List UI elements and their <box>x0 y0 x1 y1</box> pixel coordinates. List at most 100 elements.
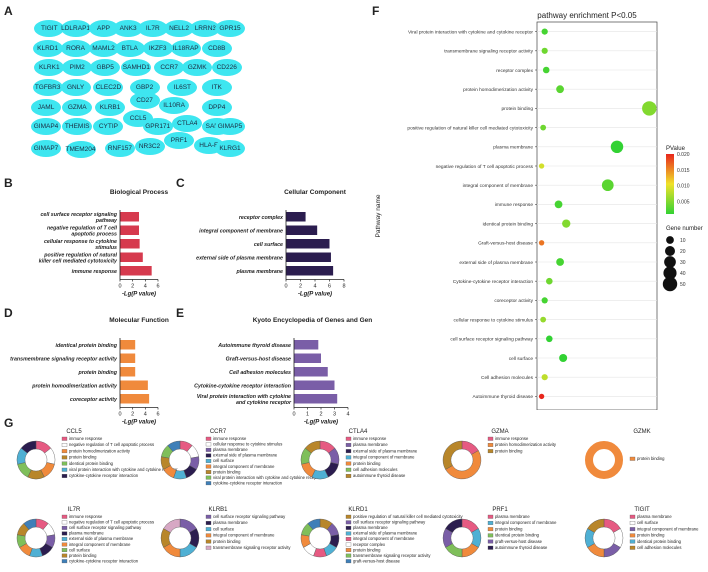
gene-node: THEMIS <box>62 118 93 136</box>
donut-legend-swatch <box>345 461 352 466</box>
donut-gene-name: IL7R <box>68 507 81 513</box>
bar <box>286 212 306 222</box>
category-label: and cytokine receptor <box>236 400 292 406</box>
category-label: external side of plasma membrane <box>196 255 283 261</box>
y-axis-label: Pathway name <box>375 194 382 237</box>
gene-node: CYTIP <box>93 118 124 136</box>
gene-node: GIMAP7 <box>31 139 61 157</box>
data-point <box>538 393 545 400</box>
donut-legend-swatch <box>61 467 68 472</box>
donut-legend-label: cytokine-cytokine receptor interaction <box>69 558 139 563</box>
data-point <box>601 179 614 192</box>
donut-legend-swatch <box>487 545 494 550</box>
x-tick-label: 0 <box>118 284 121 290</box>
panel-label-g: G <box>4 416 14 430</box>
category-label: cell surface receptor signaling <box>40 212 117 218</box>
donut-legend-swatch <box>61 449 68 454</box>
donut-legend-swatch <box>345 436 352 441</box>
donut-gene-name: GZMK <box>633 429 650 435</box>
gene-node: CD8B <box>201 39 232 57</box>
category-label: cell surface <box>254 242 283 248</box>
gene-node: LDLRAP1 <box>60 19 91 37</box>
donut-legend-swatch <box>205 436 212 441</box>
donut-legend-label: plasma membrane <box>213 447 248 452</box>
gene-node: RORA <box>60 39 91 57</box>
x-tick-label: 6 <box>328 284 331 290</box>
data-point <box>556 258 564 266</box>
panel-label-f: F <box>372 4 380 18</box>
data-point <box>538 240 545 246</box>
x-axis-label: -Lg(P value) <box>122 292 156 298</box>
donut-legend-swatch <box>61 461 68 466</box>
data-point <box>538 163 545 169</box>
data-point <box>559 353 568 363</box>
legend-colorbar-label: 0.010 <box>677 184 690 190</box>
pathway-label: cellular response to cytokine stimulus <box>454 317 534 323</box>
chart-title: Molecular Function <box>109 317 169 324</box>
donut-legend-swatch <box>345 449 352 454</box>
legend-size-label: 30 <box>680 260 686 266</box>
bar <box>120 225 139 235</box>
donut-segment <box>307 518 321 530</box>
donut-legend-swatch <box>345 474 352 478</box>
gene-node: GPR171 <box>142 118 173 136</box>
legend-size-label: 50 <box>680 282 686 288</box>
gene-node: BTLA <box>114 39 145 57</box>
gene-node: CD27 <box>129 92 160 110</box>
data-point <box>556 85 564 94</box>
x-tick-label: 1 <box>306 412 309 418</box>
data-point <box>642 101 657 116</box>
donut-legend-swatch <box>345 467 352 472</box>
donut-legend-swatch <box>345 514 352 519</box>
donut-legend-label: external side of plasma membrane <box>353 448 418 453</box>
donut-legend-label: protein binding <box>213 539 241 544</box>
gene-node: JAML <box>31 98 61 116</box>
donut-legend-label: cell surface <box>69 547 91 552</box>
scatter-pathway-enrichment: pathway enrichment P<0.05 Viral protein i… <box>375 11 703 410</box>
donut-legend-swatch <box>345 542 352 547</box>
plot-frame <box>536 21 658 410</box>
panel-label-b: B <box>4 176 13 190</box>
bar <box>294 367 328 377</box>
category-label: integral component of membrane <box>199 228 283 234</box>
donut-legend-swatch <box>205 464 212 469</box>
donut-legend-label: cell adhesion molecules <box>637 545 681 550</box>
pathway-label: Graft-versus-host disease <box>478 241 533 247</box>
x-tick-label: 3 <box>333 412 336 418</box>
donut-legend-swatch <box>205 447 212 452</box>
donut-legend-label: external side of plasma membrane <box>353 531 418 536</box>
x-tick-label: 4 <box>144 412 147 418</box>
donut-legend-swatch <box>487 443 494 447</box>
donut-legend-swatch <box>61 443 68 447</box>
chart-title: Kyoto Encyclopedia of Genes and Genomes <box>253 317 372 324</box>
donut-legend-label: cell surface receptor signaling pathway <box>353 520 426 525</box>
donut-gene-name: CTLA4 <box>349 429 368 435</box>
pathway-label: protein homodimerization activity <box>463 87 533 93</box>
gene-node: IL10RA <box>159 97 190 115</box>
donut-legend-label: graft-versus-host disease <box>495 539 543 544</box>
donut-legend-label: integral component of membrane <box>213 533 275 538</box>
donut-legend-label: viral protein interaction with cytokine … <box>69 467 178 472</box>
data-point <box>541 374 548 381</box>
donut-legend-swatch <box>345 559 352 564</box>
donut-legend-swatch <box>487 436 494 441</box>
donut-gene-name: CCR7 <box>210 429 227 435</box>
category-label: killer cell mediated cytotoxicity <box>39 258 118 264</box>
pathway-label: coreceptor activity <box>494 298 533 304</box>
category-label: immune response <box>72 269 117 275</box>
pathway-label: Cytokine-cytokine receptor interaction <box>453 279 534 285</box>
category-label: negative regulation of T cell <box>47 225 118 231</box>
donut-legend-label: integral component of membrane <box>69 542 131 547</box>
donut-legend-label: plasma membrane <box>353 525 388 530</box>
category-label: Viral protein interaction with cytokine <box>197 394 291 400</box>
gene-node: MAML2 <box>88 39 119 57</box>
panel-label-a: A <box>4 4 13 18</box>
donut-legend-swatch <box>345 520 352 525</box>
category-label: stimulus <box>95 245 117 251</box>
donut-legend-label: cytokine-cytokine receptor interaction <box>213 480 283 485</box>
x-tick-label: 2 <box>131 412 134 418</box>
donut-legend-swatch <box>487 527 494 532</box>
legend-size-dot <box>666 236 674 244</box>
data-point <box>546 335 553 343</box>
donut-legend-label: protein homodimerization activity <box>495 442 557 447</box>
